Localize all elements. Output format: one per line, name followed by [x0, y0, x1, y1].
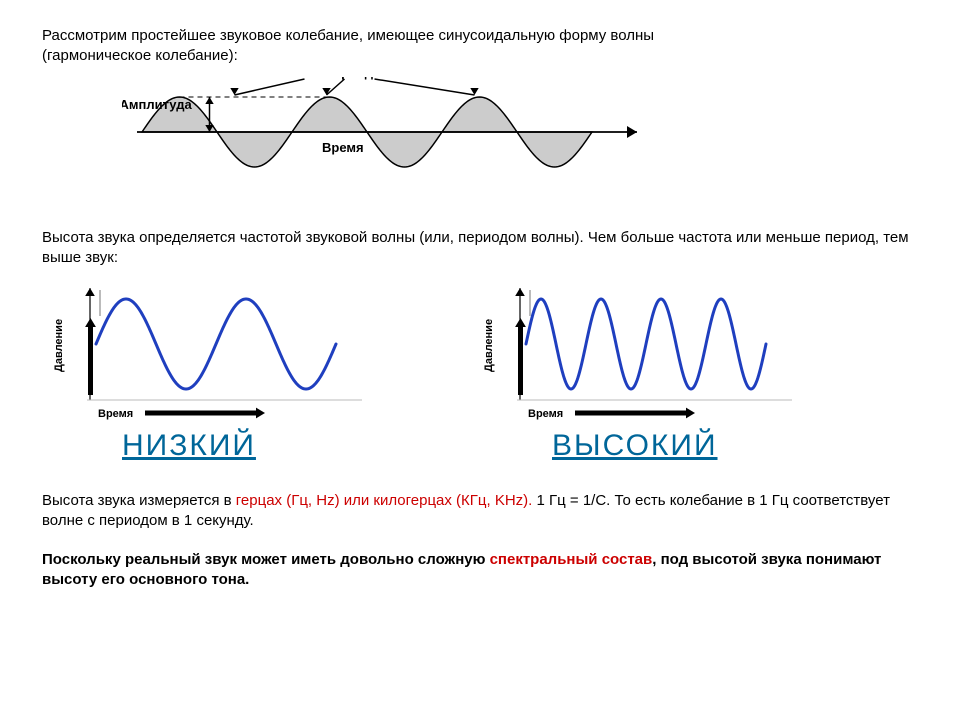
svg-text:Время: Время — [528, 408, 563, 420]
intro-line1: Рассмотрим простейшее звуковое колебание… — [42, 27, 654, 44]
para4-pre: Поскольку реальный звук может иметь дово… — [42, 551, 490, 568]
svg-text:Период: Период — [325, 77, 374, 80]
intro-line2: (гармоническое колебание): — [42, 47, 238, 64]
para3-red: герцах (Гц, Hz) или килогерцах (КГц, KHz… — [236, 492, 533, 509]
intro-paragraph: Рассмотрим простейшее звуковое колебание… — [42, 26, 918, 67]
svg-text:Амплитуда: Амплитуда — [122, 97, 192, 112]
label-high: ВЫСОКИЙ — [552, 429, 812, 463]
svg-text:Давление: Давление — [53, 319, 65, 372]
svg-text:Время: Время — [322, 140, 364, 155]
para-hertz: Высота звука измеряется в герцах (Гц, Hz… — [42, 491, 918, 532]
para3-pre: Высота звука измеряется в — [42, 492, 236, 509]
para-spectral: Поскольку реальный звук может иметь дово… — [42, 550, 918, 591]
panel-high-freq: Давление Время ВЫСОКИЙ — [472, 280, 812, 463]
svg-text:Время: Время — [98, 408, 133, 420]
diagram-harmonic-wave: Амплитуда Период Время — [122, 77, 682, 212]
panel-low-freq: Давление Время НИЗКИЙ — [42, 280, 382, 463]
para-frequency-explain: Высота звука определяется частотой звуко… — [42, 228, 918, 269]
label-low: НИЗКИЙ — [122, 429, 382, 463]
svg-text:Давление: Давление — [483, 319, 495, 372]
para4-red: спектральный состав — [490, 551, 653, 568]
